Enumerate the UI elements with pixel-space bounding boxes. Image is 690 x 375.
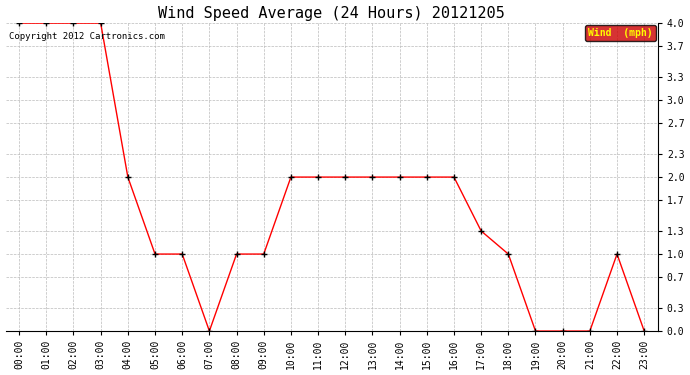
Title: Wind Speed Average (24 Hours) 20121205: Wind Speed Average (24 Hours) 20121205: [158, 6, 505, 21]
Legend: Wind  (mph): Wind (mph): [585, 25, 656, 41]
Text: Copyright 2012 Cartronics.com: Copyright 2012 Cartronics.com: [9, 32, 165, 41]
